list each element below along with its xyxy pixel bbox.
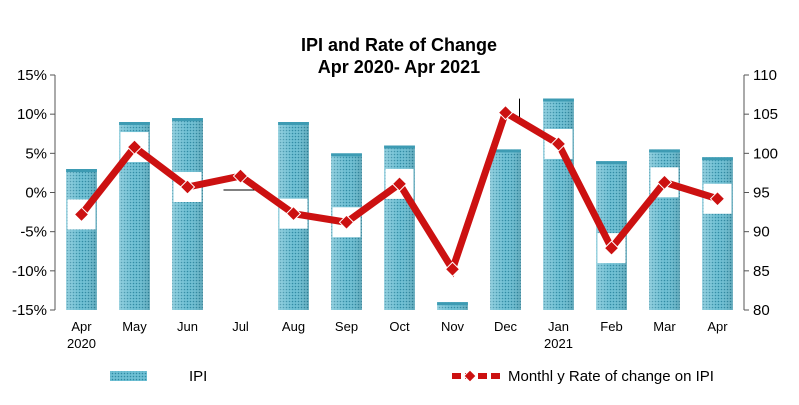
x-tick-label: Apr <box>707 319 728 334</box>
legend-label-ipi: IPI <box>189 368 207 385</box>
ipi-bar-shade <box>490 149 521 310</box>
x-tick-label: Nov <box>441 319 465 334</box>
rate-point <box>709 191 726 207</box>
x-tick-label: Jun <box>177 319 198 334</box>
right-tick-label: 100 <box>753 145 778 162</box>
ipi-bar-shade <box>172 118 203 310</box>
ipi-bar-top <box>596 161 627 165</box>
rate-point <box>338 214 355 230</box>
x-tick-year-label: 2021 <box>544 336 573 351</box>
x-tick-label: Sep <box>335 319 358 334</box>
x-axis-ticks: Apr 2020 May Jun Jul Aug Sep Oct Nov Dec Jan 2021 Fe… <box>67 319 728 351</box>
chart-subtitle: Apr 2020- Apr 2021 <box>318 57 480 77</box>
chart-title: IPI and Rate of Change <box>301 35 497 55</box>
rate-point <box>444 261 461 277</box>
ipi-bar-shade <box>702 157 733 310</box>
right-tick-label: 95 <box>753 185 770 202</box>
left-tick-label: 5% <box>25 145 47 162</box>
ipi-bar-top <box>66 169 97 172</box>
right-tick-label: 85 <box>753 263 770 280</box>
x-tick-label: Feb <box>600 319 622 334</box>
rate-point <box>550 136 567 152</box>
right-tick-label: 90 <box>753 224 770 241</box>
ipi-bar-top <box>437 302 468 306</box>
x-tick-label: Dec <box>494 319 518 334</box>
ipi-bar-shade <box>437 302 468 310</box>
ipi-bar-top <box>384 145 415 149</box>
x-tick-label: Oct <box>389 319 410 334</box>
left-tick-label: -5% <box>20 224 47 241</box>
right-axis-ticks: 110 105 100 95 90 85 80 <box>744 67 778 319</box>
x-tick-year-label: 2020 <box>67 336 96 351</box>
legend-swatch-rate <box>452 369 500 383</box>
x-tick-label: May <box>122 319 147 334</box>
rate-point <box>73 206 90 223</box>
rate-of-change-line <box>67 98 732 285</box>
left-tick-label: 0% <box>25 185 47 202</box>
ipi-bar-top <box>331 153 362 157</box>
right-tick-label: 105 <box>753 106 778 123</box>
legend-label-rate: Monthl y Rate of change on IPI <box>508 368 714 385</box>
legend: IPI Monthl y Rate of change on IPI <box>110 368 714 385</box>
x-tick-label: Aug <box>282 319 305 334</box>
ipi-bar-top <box>172 118 203 122</box>
left-tick-label: 10% <box>17 106 47 123</box>
ipi-bar-top <box>278 122 309 125</box>
left-tick-label: -10% <box>12 263 47 280</box>
x-tick-label: Mar <box>653 319 676 334</box>
left-tick-label: -15% <box>12 302 47 319</box>
rate-point <box>126 139 143 155</box>
right-tick-label: 80 <box>753 302 770 319</box>
ipi-bar-top <box>490 149 521 153</box>
x-tick-label: Apr <box>71 319 92 334</box>
ipi-bars <box>66 98 733 310</box>
ipi-bar-top <box>119 122 150 125</box>
rate-point <box>656 174 673 191</box>
x-tick-label: Jul <box>232 319 249 334</box>
x-tick-label: Jan <box>548 319 569 334</box>
rate-point <box>497 104 514 121</box>
ipi-bar-shade <box>66 169 97 310</box>
ipi-bar-top <box>702 157 733 161</box>
rate-point <box>391 176 408 192</box>
legend-swatch-ipi <box>110 371 147 381</box>
rate-point <box>232 168 249 184</box>
ipi-bar-top <box>543 98 574 102</box>
rate-point <box>179 179 196 195</box>
ipi-bar-top <box>649 149 680 153</box>
rate-point <box>285 205 302 222</box>
left-tick-label: 15% <box>17 67 47 84</box>
left-axis-ticks: 15% 10% 5% 0% -5% -10% -15% <box>12 67 55 319</box>
right-tick-label: 110 <box>753 67 777 84</box>
rate-point <box>603 240 620 256</box>
